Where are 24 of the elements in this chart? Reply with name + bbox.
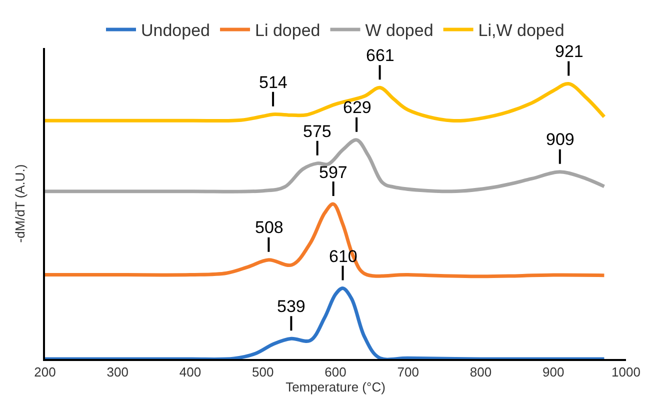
x-tick-label: 200	[34, 364, 56, 380]
annotation: 539	[277, 297, 306, 316]
x-tick-label: 900	[542, 364, 564, 380]
x-tick-label: 300	[106, 364, 128, 380]
x-tick-label: 800	[470, 364, 492, 380]
y-axis-title: -dM/dT (A.U.)	[12, 164, 28, 243]
x-tick-label: 400	[179, 364, 202, 380]
annotation: 597	[319, 163, 348, 182]
annotation: 575	[303, 122, 332, 141]
x-tick-label: 1000	[612, 364, 640, 380]
x-axis-title: Temperature (°C)	[286, 380, 386, 395]
legend-label: W doped	[365, 21, 434, 40]
legend-label: Undoped	[141, 21, 210, 40]
annotation: 909	[546, 130, 574, 149]
annotation: 629	[343, 98, 372, 117]
annotation: 661	[366, 46, 394, 65]
x-tick-label: 500	[252, 364, 274, 380]
annotation: 921	[555, 42, 584, 61]
annotation: 514	[259, 73, 288, 92]
legend-label: Li,W doped	[478, 21, 564, 40]
x-tick-label: 700	[397, 364, 419, 380]
x-tick-label: 600	[324, 364, 346, 380]
legend-label: Li doped	[255, 21, 320, 40]
annotation: 508	[255, 218, 284, 237]
